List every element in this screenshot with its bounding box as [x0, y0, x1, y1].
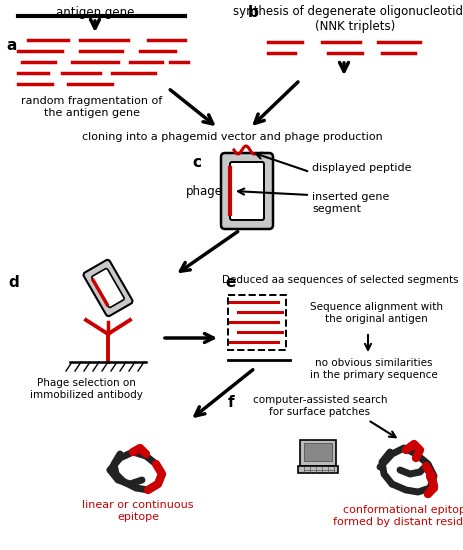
- Text: b: b: [247, 5, 258, 20]
- Text: conformational epitope
formed by distant residues: conformational epitope formed by distant…: [332, 505, 463, 526]
- FancyBboxPatch shape: [92, 268, 124, 307]
- FancyBboxPatch shape: [230, 162, 263, 220]
- Text: no obvious similarities
in the primary sequence: no obvious similarities in the primary s…: [309, 358, 437, 379]
- Text: cloning into a phagemid vector and phage production: cloning into a phagemid vector and phage…: [81, 132, 382, 142]
- Bar: [297, 466, 337, 473]
- Text: displayed peptide: displayed peptide: [311, 163, 411, 173]
- FancyBboxPatch shape: [83, 260, 132, 316]
- Text: Phage selection on
immobilized antibody: Phage selection on immobilized antibody: [30, 378, 142, 400]
- Bar: [300, 440, 335, 466]
- Text: inserted gene
segment: inserted gene segment: [311, 192, 388, 213]
- Text: linear or continuous
epitope: linear or continuous epitope: [82, 500, 194, 521]
- Text: phage: phage: [186, 184, 223, 197]
- Text: computer-assisted search
for surface patches: computer-assisted search for surface pat…: [252, 395, 387, 416]
- Text: a: a: [6, 38, 16, 53]
- Text: synthesis of degenerate oligonucleotides
(NNK triplets): synthesis of degenerate oligonucleotides…: [233, 5, 463, 33]
- Text: Deduced aa sequences of selected segments: Deduced aa sequences of selected segment…: [221, 275, 457, 285]
- Bar: [227, 295, 285, 350]
- Text: antigen gene: antigen gene: [56, 6, 134, 19]
- Bar: [303, 443, 332, 461]
- FancyBboxPatch shape: [220, 153, 272, 229]
- Text: Sequence alignment with
the original antigen: Sequence alignment with the original ant…: [309, 302, 442, 323]
- Text: e: e: [225, 275, 235, 290]
- Text: c: c: [192, 155, 200, 170]
- Text: random fragmentation of
the antigen gene: random fragmentation of the antigen gene: [21, 96, 162, 118]
- Text: d: d: [8, 275, 19, 290]
- Text: f: f: [227, 395, 234, 410]
